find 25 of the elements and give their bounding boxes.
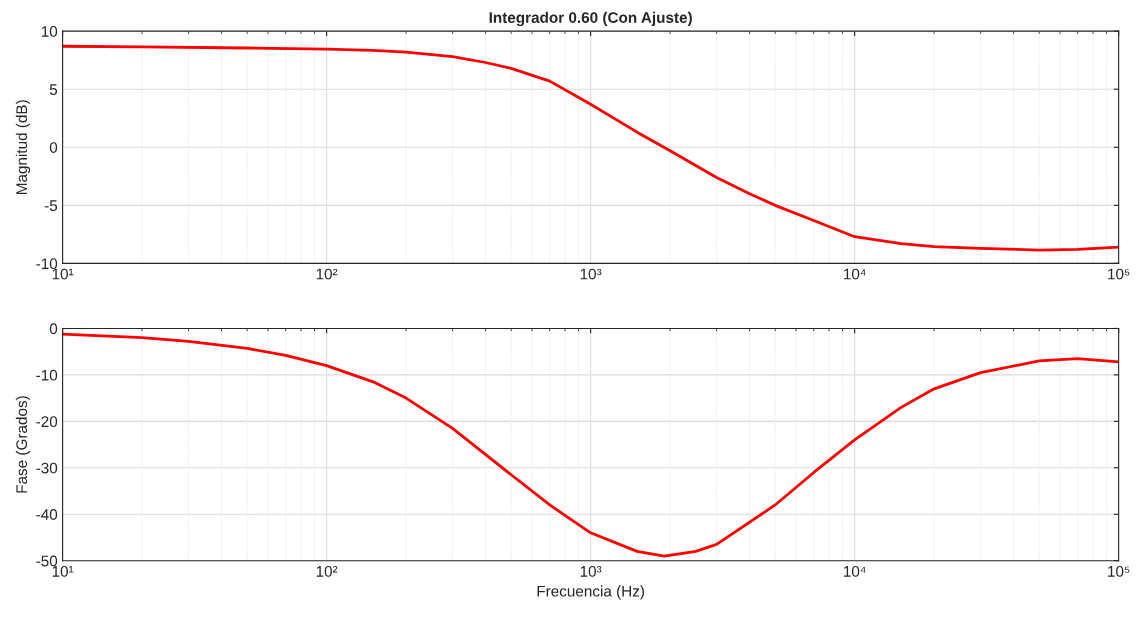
- y-tick-label: -30: [36, 462, 58, 474]
- y-tick-label: -40: [36, 509, 58, 520]
- x-tick-label: 10¹: [52, 268, 74, 280]
- y-tick-label: -10: [36, 369, 58, 381]
- x-axis-title: Frecuencia (Hz): [537, 585, 645, 600]
- x-tick-label: 10⁵: [1108, 565, 1130, 577]
- y-tick-label: -20: [36, 416, 58, 428]
- x-tick-label: 10²: [316, 268, 338, 280]
- y-tick-label: 5: [49, 84, 58, 95]
- y-axis-title: Magnitud (dB): [15, 100, 31, 194]
- x-tick-label: 10¹: [52, 565, 74, 577]
- y-tick-label: -5: [44, 200, 58, 212]
- x-tick-label: 10²: [316, 565, 338, 577]
- x-tick-label: 10⁴: [844, 268, 866, 280]
- y-tick-label: 0: [49, 323, 58, 335]
- y-tick-label: 0: [49, 142, 58, 153]
- chart-title: Integrador 0.60 (Con Ajuste): [489, 11, 692, 27]
- y-tick-label: -10: [36, 258, 58, 270]
- x-tick-label: 10⁵: [1108, 268, 1130, 280]
- x-tick-label: 10⁴: [844, 565, 866, 577]
- y-tick-label: -50: [36, 555, 58, 567]
- y-axis-title: Fase (Grados): [15, 396, 31, 493]
- x-tick-label: 10³: [580, 268, 602, 280]
- x-tick-label: 10³: [580, 565, 602, 577]
- y-tick-label: 10: [41, 26, 58, 37]
